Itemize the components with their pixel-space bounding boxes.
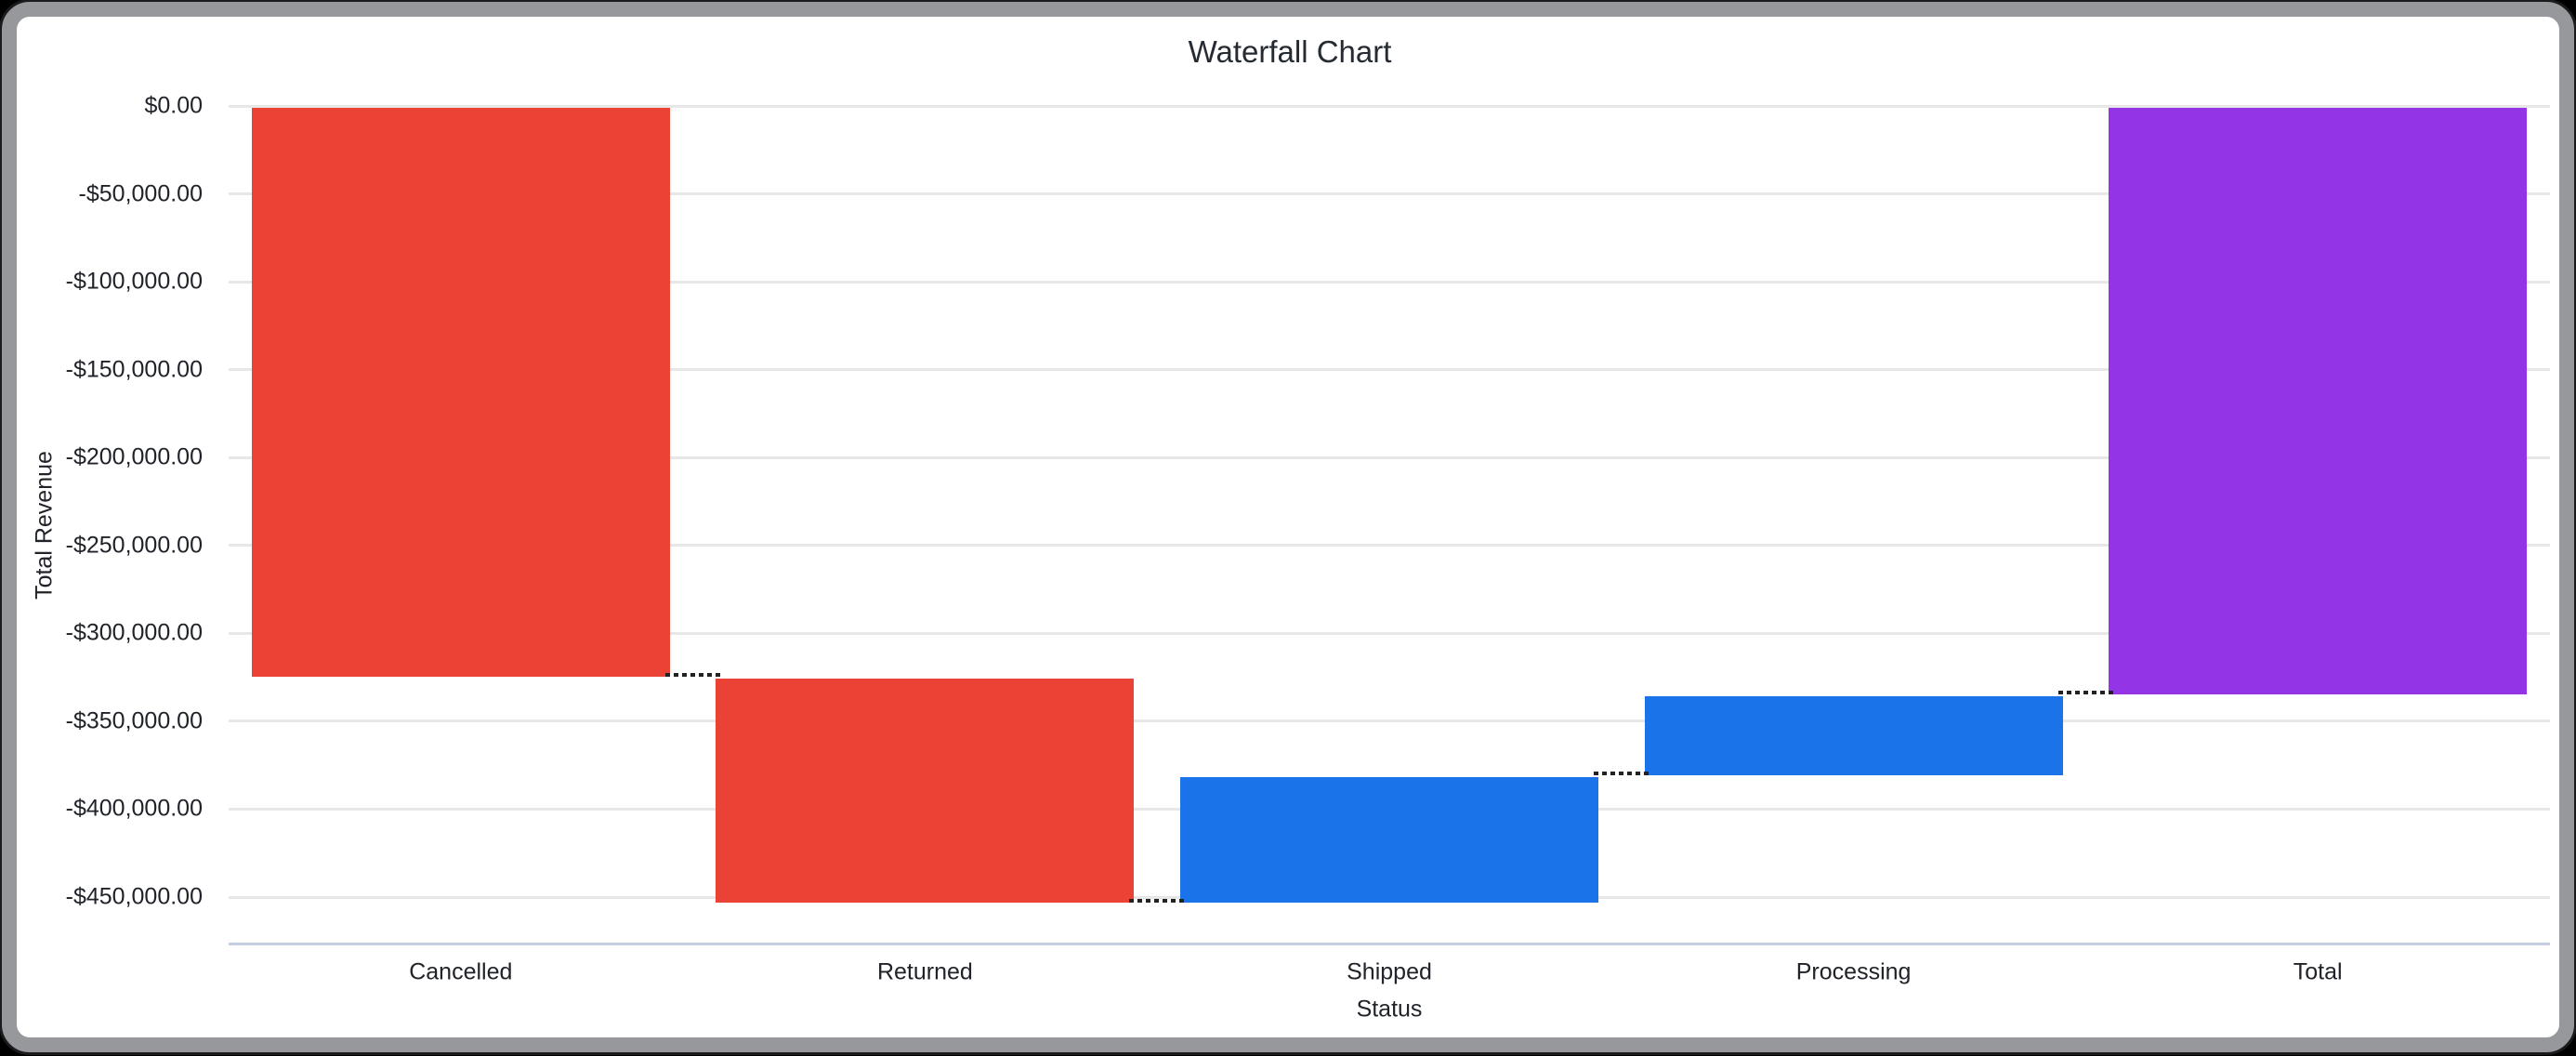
x-category-label-cancelled: Cancelled	[409, 958, 513, 985]
chart-title: Waterfall Chart	[1188, 34, 1392, 69]
gridline	[229, 631, 2550, 635]
y-tick-label: -$100,000.00	[65, 268, 203, 295]
waterfall-connector	[1594, 771, 1649, 775]
bar-cancelled[interactable]	[251, 108, 670, 677]
x-category-label-returned: Returned	[876, 958, 973, 985]
bar-total[interactable]	[2109, 108, 2528, 694]
bar-shipped[interactable]	[1180, 776, 1598, 904]
y-axis-title: Total Revenue	[31, 451, 58, 600]
y-tick-label: -$400,000.00	[65, 795, 203, 822]
x-category-label-shipped: Shipped	[1347, 958, 1432, 985]
y-tick-label: -$450,000.00	[65, 883, 203, 910]
gridline	[229, 192, 2550, 196]
gridline	[229, 719, 2550, 723]
x-category-label-processing: Processing	[1795, 958, 1912, 985]
gridline	[229, 544, 2550, 548]
y-tick-label: -$200,000.00	[65, 443, 203, 470]
gridline	[229, 280, 2550, 284]
bar-returned[interactable]	[716, 678, 1135, 904]
y-tick-label: $0.00	[144, 92, 203, 119]
x-axis-line	[229, 942, 2550, 945]
x-category-label-total: Total	[2293, 958, 2343, 985]
waterfall-connector	[664, 672, 721, 677]
y-tick-label: -$300,000.00	[65, 619, 203, 646]
waterfall-connector	[1129, 899, 1185, 904]
gridline	[229, 104, 2550, 108]
y-tick-label: -$250,000.00	[65, 532, 203, 559]
y-tick-label: -$150,000.00	[65, 356, 203, 383]
y-tick-label: -$50,000.00	[78, 180, 203, 207]
y-tick-label: -$350,000.00	[65, 707, 203, 734]
x-axis-title: Status	[1356, 996, 1423, 1023]
gridline	[229, 368, 2550, 372]
bar-processing[interactable]	[1644, 695, 2063, 775]
gridline	[229, 455, 2550, 459]
waterfall-connector	[2057, 690, 2114, 694]
